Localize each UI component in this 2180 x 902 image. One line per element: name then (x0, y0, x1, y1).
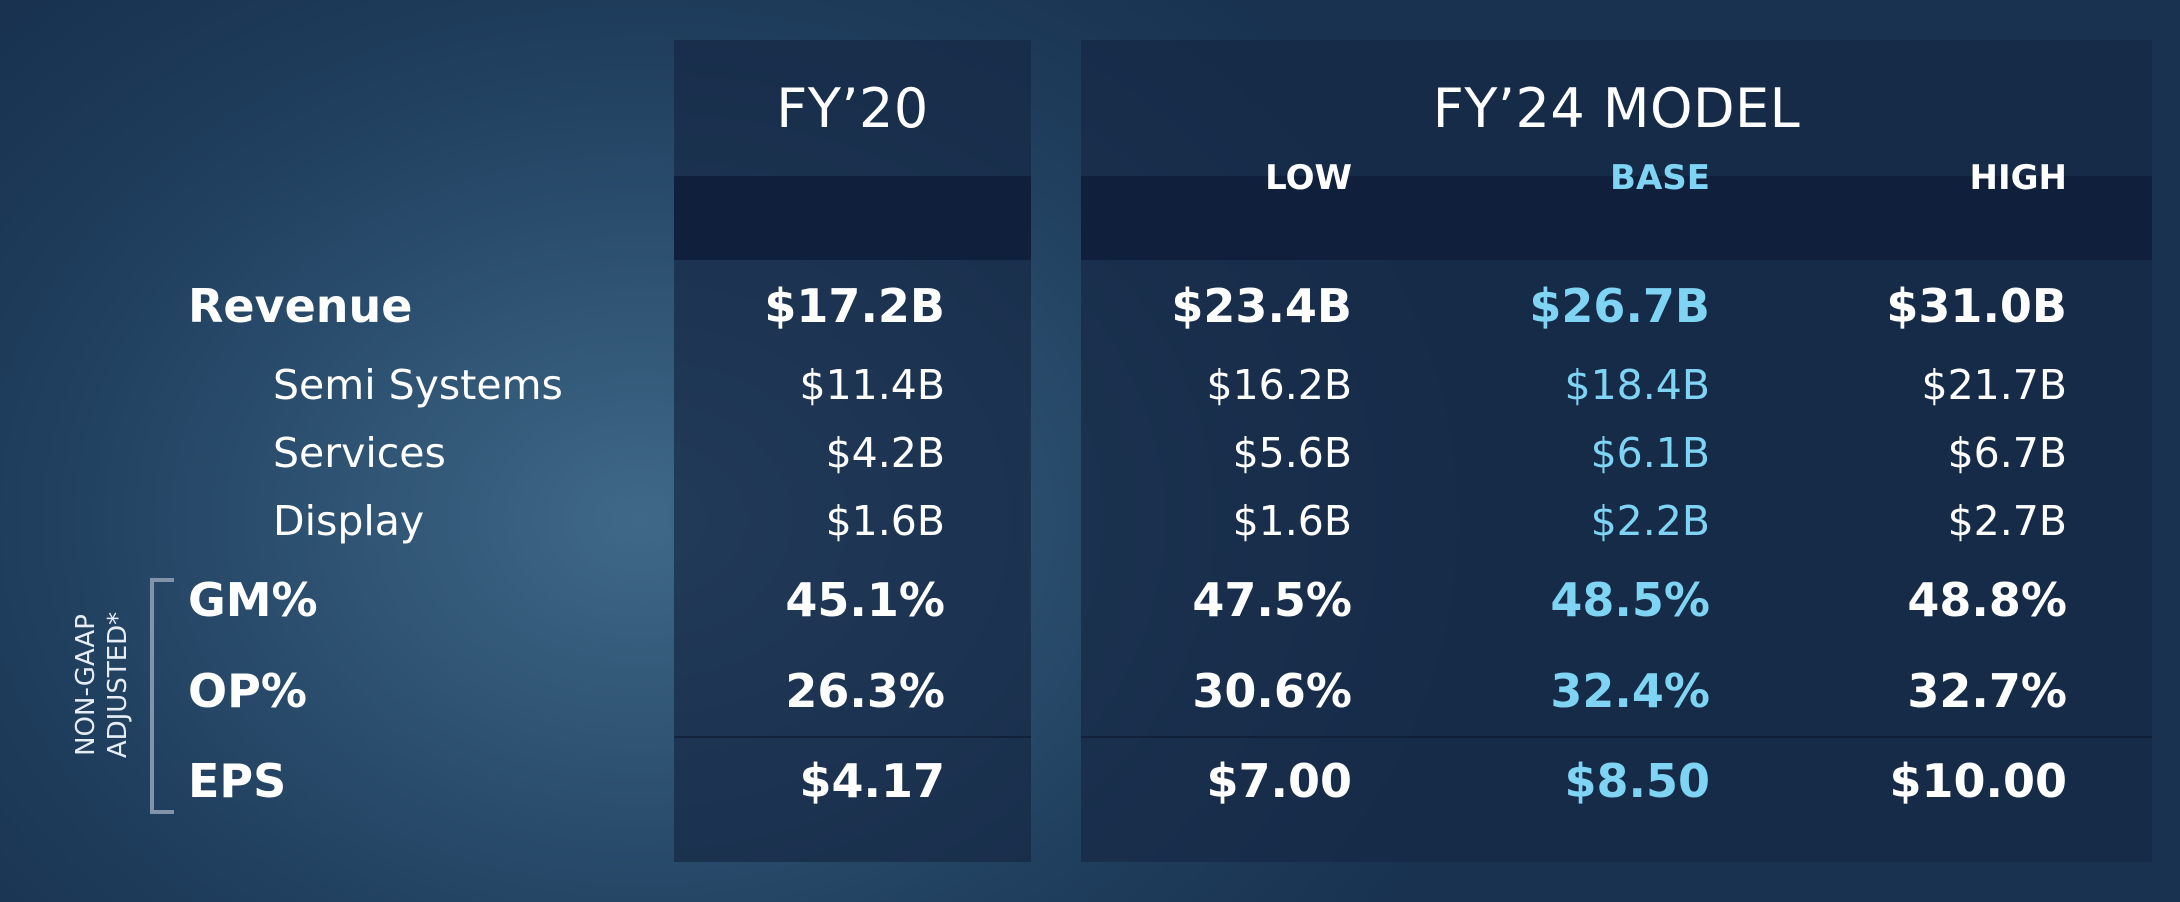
cell-gm-low: 47.5% (1192, 573, 1352, 627)
cell-display-low: $1.6B (1232, 497, 1352, 545)
row-label-op: OP% (188, 664, 307, 718)
cell-eps-fy20: $4.17 (799, 754, 945, 808)
column-header-high: HIGH (1969, 158, 2067, 198)
row-label-display: Display (273, 497, 425, 545)
cell-op-low: 30.6% (1192, 664, 1352, 718)
fy24-panel: FY’24 MODEL (1081, 40, 2152, 862)
row-label-eps: EPS (188, 754, 287, 808)
cell-services-low: $5.6B (1232, 429, 1352, 477)
cell-services-base: $6.1B (1590, 429, 1710, 477)
cell-gm-fy20: 45.1% (785, 573, 945, 627)
cell-op-high: 32.7% (1907, 664, 2067, 718)
fy24-eps-divider (1081, 736, 2152, 738)
non-gaap-note: NON-GAAP ADJUSTED* (62, 590, 142, 780)
row-label-services: Services (273, 429, 446, 477)
fy20-eps-divider (674, 736, 1031, 738)
cell-semi-systems-high: $21.7B (1921, 361, 2067, 409)
cell-op-base: 32.4% (1550, 664, 1710, 718)
cell-gm-base: 48.5% (1550, 573, 1710, 627)
cell-display-high: $2.7B (1947, 497, 2067, 545)
column-header-low: LOW (1265, 158, 1352, 198)
row-label-gm: GM% (188, 573, 318, 627)
row-label-revenue: Revenue (188, 279, 413, 333)
fy24-subheader-band (1081, 176, 2152, 260)
cell-services-high: $6.7B (1947, 429, 2067, 477)
non-gaap-note-line2: ADJUSTED* (103, 611, 133, 759)
cell-semi-systems-low: $16.2B (1206, 361, 1352, 409)
cell-semi-systems-fy20: $11.4B (799, 361, 945, 409)
fy20-subheader-band (674, 176, 1031, 260)
cell-gm-high: 48.8% (1907, 573, 2067, 627)
cell-revenue-base: $26.7B (1529, 279, 1710, 333)
cell-revenue-low: $23.4B (1171, 279, 1352, 333)
cell-semi-systems-base: $18.4B (1564, 361, 1710, 409)
fy20-panel: FY’20 (674, 40, 1031, 862)
cell-display-fy20: $1.6B (825, 497, 945, 545)
cell-eps-base: $8.50 (1564, 754, 1710, 808)
non-gaap-bracket (150, 578, 174, 814)
cell-op-fy20: 26.3% (785, 664, 945, 718)
column-header-base: BASE (1610, 158, 1710, 198)
fy24-title: FY’24 MODEL (1432, 76, 1801, 140)
cell-eps-low: $7.00 (1206, 754, 1352, 808)
cell-eps-high: $10.00 (1889, 754, 2067, 808)
fy20-title: FY’20 (776, 76, 929, 140)
row-label-semi-systems: Semi Systems (273, 361, 563, 409)
non-gaap-note-line1: NON-GAAP (71, 614, 101, 756)
cell-revenue-fy20: $17.2B (764, 279, 945, 333)
cell-revenue-high: $31.0B (1886, 279, 2067, 333)
cell-display-base: $2.2B (1590, 497, 1710, 545)
cell-services-fy20: $4.2B (825, 429, 945, 477)
